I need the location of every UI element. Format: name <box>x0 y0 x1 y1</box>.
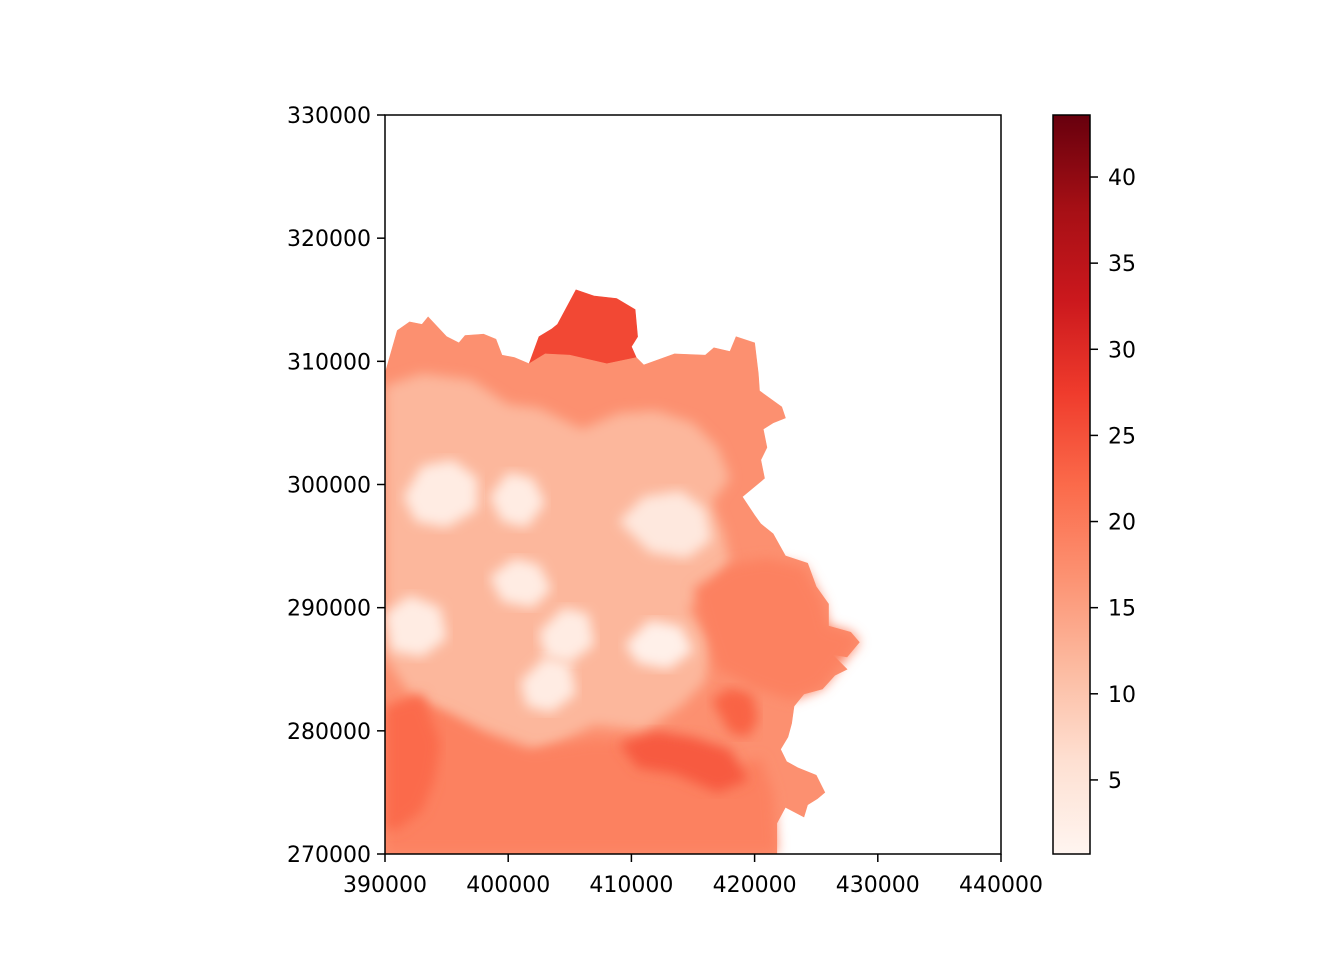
y-tick-label: 300000 <box>287 474 371 499</box>
x-axis: 390000 400000 410000 420000 430000 440000 <box>343 854 1043 898</box>
map-region-15 <box>625 620 693 670</box>
colorbar-tick-label: 20 <box>1108 511 1136 536</box>
map-region-12 <box>619 490 712 559</box>
y-tick-label: 310000 <box>287 350 371 375</box>
map-region-8 <box>693 558 860 700</box>
map-region-11 <box>489 558 552 608</box>
y-tick-label: 330000 <box>287 104 371 129</box>
map-region-7 <box>711 687 759 737</box>
x-tick-label: 400000 <box>466 873 550 898</box>
y-tick-label: 270000 <box>287 843 371 868</box>
colorbar-tick-label: 35 <box>1108 252 1136 277</box>
map-region-10 <box>489 472 546 528</box>
map-region-6 <box>619 730 749 793</box>
colorbar-frame <box>1052 114 1091 855</box>
y-axis: 270000 280000 290000 300000 310000 320000 3300… <box>287 104 385 868</box>
colorbar-tick-label: 40 <box>1108 166 1136 191</box>
map-region-5 <box>385 693 441 830</box>
colorbar-tick-label: 30 <box>1108 338 1136 363</box>
colorbar-tick-label: 15 <box>1108 597 1136 622</box>
map-region-14 <box>539 607 595 664</box>
map-region-9 <box>403 459 478 528</box>
map-region-3 <box>385 373 730 762</box>
y-tick-label: 280000 <box>287 720 371 745</box>
map-region-13 <box>385 595 447 657</box>
map-region-4 <box>385 700 777 854</box>
y-tick-label: 320000 <box>287 227 371 252</box>
colorbar-fill <box>1053 115 1090 854</box>
x-tick-label: 390000 <box>343 873 427 898</box>
x-tick-label: 410000 <box>589 873 673 898</box>
colorbar-axis: 5 10 15 20 25 30 35 40 <box>1090 166 1136 794</box>
y-tick-label: 290000 <box>287 597 371 622</box>
colorbar-tick-label: 5 <box>1108 769 1122 794</box>
map-regions <box>385 289 860 854</box>
colorbar-tick-label: 25 <box>1108 424 1136 449</box>
map-region-16 <box>520 656 576 713</box>
x-tick-label: 420000 <box>713 873 797 898</box>
x-tick-label: 430000 <box>836 873 920 898</box>
colorbar-tick-label: 10 <box>1108 683 1136 708</box>
x-tick-label: 440000 <box>959 873 1043 898</box>
